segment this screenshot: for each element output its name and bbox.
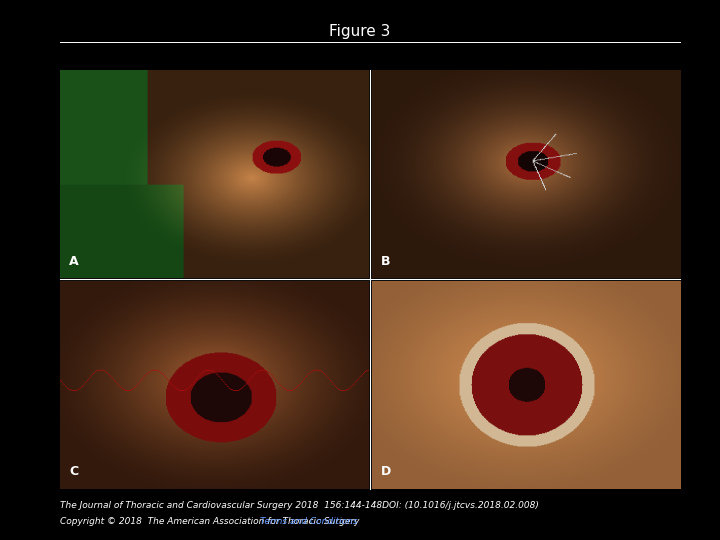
- Text: C: C: [69, 465, 78, 478]
- Text: The Journal of Thoracic and Cardiovascular Surgery 2018  156:144-148DOI: (10.101: The Journal of Thoracic and Cardiovascul…: [60, 501, 539, 510]
- Text: Terms and Conditions: Terms and Conditions: [260, 517, 358, 526]
- Text: B: B: [381, 255, 390, 268]
- Text: D: D: [381, 465, 391, 478]
- Text: Figure 3: Figure 3: [329, 24, 391, 39]
- Text: A: A: [69, 255, 78, 268]
- Text: Copyright © 2018  The American Association for Thoracic Surgery: Copyright © 2018 The American Associatio…: [60, 517, 362, 526]
